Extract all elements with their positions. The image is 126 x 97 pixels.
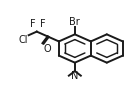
Text: Cl: Cl <box>19 35 28 45</box>
Text: F: F <box>40 19 45 29</box>
Text: O: O <box>43 44 51 54</box>
Text: N: N <box>71 71 78 81</box>
Text: F: F <box>30 19 36 29</box>
Text: Br: Br <box>69 16 80 26</box>
